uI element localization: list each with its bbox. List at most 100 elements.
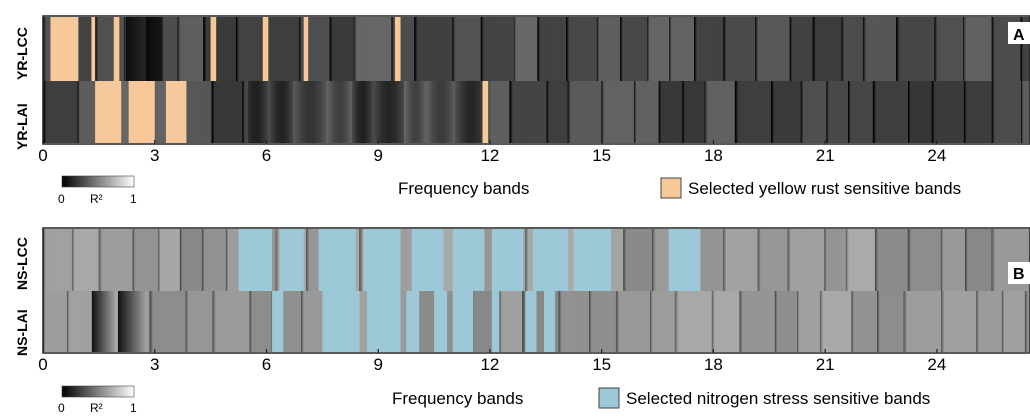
heatmap-cell xyxy=(176,229,179,291)
heatmap-cell xyxy=(839,229,841,291)
heatmap-cell xyxy=(292,17,295,81)
heatmap-cell xyxy=(1008,81,1010,143)
heatmap-cell xyxy=(451,291,453,352)
heatmap-cell xyxy=(293,291,295,352)
heatmap-cell xyxy=(188,81,190,143)
heatmap-cell xyxy=(83,81,86,143)
heatmap-cell xyxy=(230,17,232,81)
heatmap-cell xyxy=(766,291,768,352)
heatmap-cell xyxy=(748,81,751,143)
heatmap-cell xyxy=(538,81,540,143)
heatmap-cell xyxy=(920,229,923,291)
heatmap-cell xyxy=(720,291,722,352)
heatmap-cell xyxy=(118,229,120,291)
heatmap-cell xyxy=(653,81,656,143)
heatmap-cell xyxy=(550,81,552,143)
heatmap-cell xyxy=(248,17,251,81)
heatmap-cell xyxy=(929,17,932,81)
heatmap-cell xyxy=(402,81,404,143)
heatmap-cell xyxy=(807,81,809,143)
heatmap-cell xyxy=(143,229,146,291)
heatmap-cell xyxy=(118,291,121,352)
heatmap-cell xyxy=(85,229,88,291)
heatmap-cell xyxy=(288,291,290,352)
heatmap-cell xyxy=(938,229,940,291)
heatmap-cell xyxy=(519,81,522,143)
heatmap-cell xyxy=(666,229,669,291)
heatmap-cell xyxy=(382,81,385,143)
heatmap-cell xyxy=(447,17,450,81)
heatmap-cell xyxy=(821,229,824,291)
heatmap-cell xyxy=(657,291,660,352)
heatmap-cell xyxy=(716,291,718,352)
heatmap-cell xyxy=(746,17,749,81)
heatmap-cell xyxy=(1008,229,1010,291)
heatmap-cell xyxy=(640,229,643,291)
heatmap-cell xyxy=(1006,291,1009,352)
heatmap-cell xyxy=(290,81,292,143)
heatmap-cell xyxy=(856,81,858,143)
heatmap-cell xyxy=(731,81,733,143)
heatmap-cell xyxy=(771,229,774,291)
heatmap-cell xyxy=(284,291,287,352)
heatmap-cell xyxy=(713,291,716,352)
heatmap-cell xyxy=(302,291,304,352)
heatmap-cell xyxy=(55,291,57,352)
heatmap-cell xyxy=(1009,229,1012,291)
heatmap-cell xyxy=(91,81,93,143)
heatmap-cell xyxy=(757,291,759,352)
heatmap-cell xyxy=(879,291,882,352)
heatmap-cell xyxy=(531,229,534,291)
heatmap-cell xyxy=(628,291,631,352)
heatmap-cell xyxy=(885,291,887,352)
heatmap-cell xyxy=(927,17,930,81)
heatmap-cell xyxy=(593,81,596,143)
heatmap-cell xyxy=(490,291,492,352)
heatmap-cell xyxy=(956,81,959,143)
heatmap-cell xyxy=(590,17,592,81)
heatmap-cell xyxy=(552,81,554,143)
heatmap-cell xyxy=(606,291,609,352)
highlight-band xyxy=(532,229,569,291)
heatmap-cell xyxy=(60,229,63,291)
heatmap-cell xyxy=(431,17,434,81)
heatmap-cell xyxy=(170,291,173,352)
heatmap-cell xyxy=(1025,81,1028,143)
heatmap-cell xyxy=(466,81,468,143)
heatmap-cell xyxy=(750,291,753,352)
heatmap-cell xyxy=(128,229,130,291)
heatmap-cell xyxy=(589,291,592,352)
heatmap-cell xyxy=(789,81,792,143)
heatmap-cell xyxy=(749,291,752,352)
heatmap-cell xyxy=(960,17,962,81)
heatmap-cell xyxy=(614,17,616,81)
heatmap-cell xyxy=(883,81,886,143)
heatmap-cell xyxy=(327,81,329,143)
heatmap-cell xyxy=(56,81,58,143)
heatmap-cell xyxy=(663,81,665,143)
heatmap-cell xyxy=(949,17,951,81)
heatmap-cell xyxy=(563,291,565,352)
heatmap-cell xyxy=(242,81,244,143)
heatmap-cell xyxy=(744,229,747,291)
heatmap-cell xyxy=(686,81,688,143)
heatmap-cell xyxy=(932,17,934,81)
heatmap-cell xyxy=(795,81,797,143)
heatmap-cell xyxy=(205,17,207,81)
heatmap-cell xyxy=(221,81,224,143)
heatmap-cell xyxy=(273,17,275,81)
heatmap-cell xyxy=(556,81,559,143)
heatmap-cell xyxy=(807,229,810,291)
heatmap-cell xyxy=(880,81,882,143)
heatmap-cell xyxy=(301,17,304,81)
heatmap-cell xyxy=(420,17,423,81)
heatmap-cell xyxy=(125,81,127,143)
heatmap-cell xyxy=(700,229,703,291)
heatmap-cell xyxy=(648,17,650,81)
heatmap-cell xyxy=(900,229,902,291)
heatmap-cell xyxy=(457,81,460,143)
heatmap-cell xyxy=(610,291,612,352)
heatmap-cell xyxy=(214,229,217,291)
heatmap-cell xyxy=(512,17,514,81)
heatmap-cell xyxy=(101,229,103,291)
